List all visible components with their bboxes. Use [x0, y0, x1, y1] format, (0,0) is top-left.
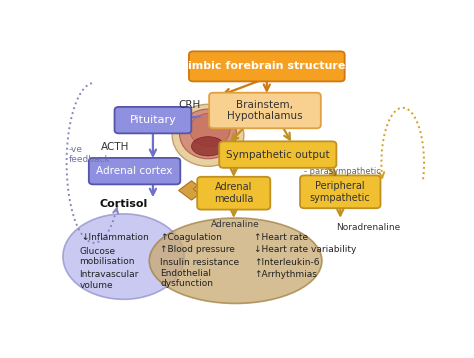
Ellipse shape: [191, 137, 225, 156]
Text: Sympathetic output: Sympathetic output: [226, 150, 329, 160]
Ellipse shape: [63, 214, 184, 299]
Text: ↑Interleukin-6: ↑Interleukin-6: [254, 258, 319, 267]
Text: ↑Arrhythmias: ↑Arrhythmias: [254, 270, 317, 279]
Text: Endothelial
dysfunction: Endothelial dysfunction: [160, 269, 213, 288]
Text: ↓Inflammation: ↓Inflammation: [82, 233, 149, 242]
Text: Brainstem,
Hypothalamus: Brainstem, Hypothalamus: [227, 100, 303, 121]
Text: Peripheral
sympathetic: Peripheral sympathetic: [310, 181, 371, 203]
Text: Adrenal
medulla: Adrenal medulla: [214, 182, 254, 204]
Text: Noradrenaline: Noradrenaline: [336, 223, 400, 232]
Polygon shape: [179, 181, 204, 200]
Text: Pituitary: Pituitary: [129, 115, 176, 125]
Ellipse shape: [190, 113, 230, 146]
FancyBboxPatch shape: [209, 93, 321, 128]
Text: Glucose
mobilisation: Glucose mobilisation: [80, 247, 135, 266]
Text: Adrenal cortex: Adrenal cortex: [96, 166, 173, 176]
Text: Limbic forebrain structures: Limbic forebrain structures: [181, 61, 352, 71]
Ellipse shape: [180, 109, 237, 159]
Text: ↓Heart rate variability: ↓Heart rate variability: [254, 245, 356, 254]
Ellipse shape: [172, 104, 244, 166]
Text: Adrenaline: Adrenaline: [211, 221, 260, 229]
FancyBboxPatch shape: [115, 107, 191, 134]
Ellipse shape: [149, 218, 322, 304]
Text: Cortisol: Cortisol: [100, 199, 148, 209]
Text: - parasympathetic: - parasympathetic: [304, 166, 381, 176]
FancyBboxPatch shape: [89, 158, 180, 184]
FancyBboxPatch shape: [197, 177, 270, 209]
Text: -ve
feedback: -ve feedback: [68, 145, 110, 164]
Text: ↑Heart rate: ↑Heart rate: [254, 233, 308, 242]
Text: ↑Blood pressure: ↑Blood pressure: [160, 245, 235, 254]
FancyBboxPatch shape: [300, 175, 381, 208]
Polygon shape: [193, 179, 215, 199]
Text: ACTH: ACTH: [100, 142, 129, 152]
FancyBboxPatch shape: [189, 51, 345, 81]
Text: Insulin resistance: Insulin resistance: [160, 258, 239, 267]
Text: ↑Coagulation: ↑Coagulation: [160, 233, 222, 242]
Text: CRH: CRH: [178, 100, 201, 110]
Text: Intravascular
volume: Intravascular volume: [80, 270, 139, 290]
FancyBboxPatch shape: [219, 141, 337, 168]
